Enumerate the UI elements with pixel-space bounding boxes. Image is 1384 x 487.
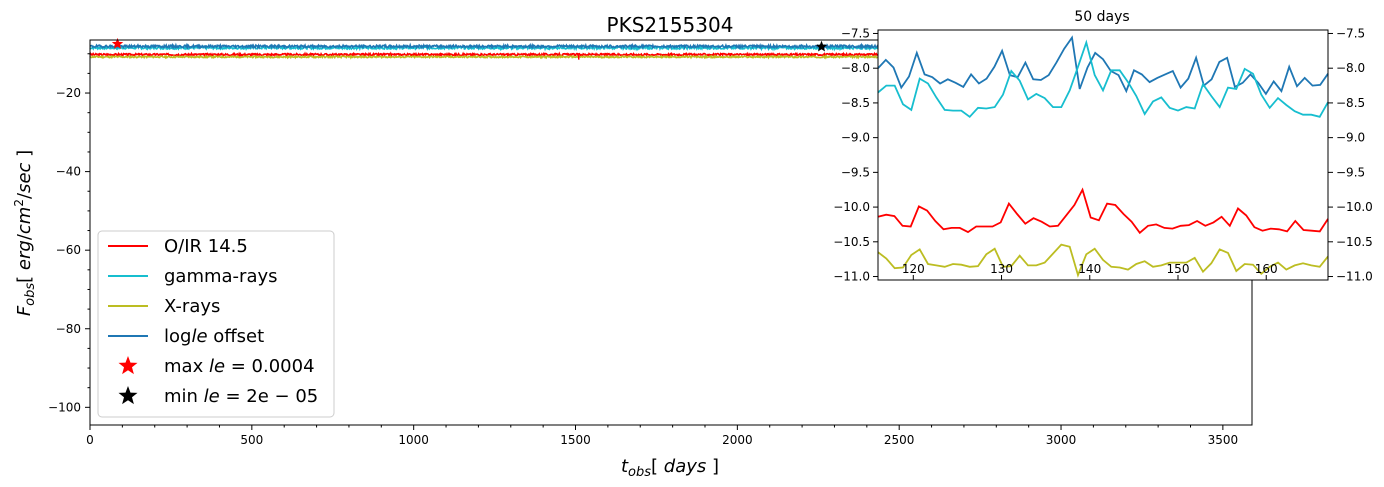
inset-y-tick-label-right: −10.5 [1336, 235, 1373, 249]
inset-y-tick-label-left: −8.0 [841, 61, 870, 75]
inset-x-tick-label: 160 [1255, 262, 1278, 276]
inset-y-tick-label-right: −7.5 [1336, 26, 1365, 40]
main-title: PKS2155304 [607, 13, 734, 37]
legend-label-tail: = 0.0004 [225, 356, 315, 377]
inset-y-tick-label-right: −11.0 [1336, 270, 1373, 284]
legend-label: logle offset [164, 326, 264, 347]
inset-y-tick-label-right: −8.0 [1336, 61, 1365, 75]
main-marker-star-1 [815, 40, 828, 52]
legend-label-text: max [164, 356, 209, 377]
main-x-ticks: 0 500 1000 1500 2000 2500 3000 3500 [86, 425, 1238, 447]
legend-label-text: gamma-rays [164, 266, 278, 287]
inset-series-line-2 [877, 187, 1329, 235]
main-x-axis-label: tobs[ days ] [621, 456, 719, 480]
main-x-tick-label: 3500 [1208, 433, 1239, 447]
inset-y-tick-label-left: −7.5 [841, 26, 870, 40]
inset-series-group [877, 35, 1329, 278]
inset-x-tick-label: 140 [1078, 262, 1101, 276]
inset-frame [877, 29, 1329, 281]
legend-label: O/IR 14.5 [164, 236, 248, 257]
legend-label-italic: le [191, 326, 207, 347]
inset-x-ticks: 120 130 140 150 160 [902, 262, 1278, 280]
legend-star-swatch [118, 386, 138, 405]
main-y-tick-label: −40 [56, 165, 81, 179]
inset-y-tick-label-left: −8.5 [841, 96, 870, 110]
inset-background [878, 30, 1328, 280]
inset-plot: 120 130 140 150 160 −11.0 −11.0 −10.5 −10.5 −10.… [833, 9, 1373, 284]
main-x-tick-label: 0 [86, 433, 94, 447]
inset-y-tick-label-left: −9.0 [841, 131, 870, 145]
main-y-tick-label: −20 [56, 86, 81, 100]
inset-y-tick-label-left: −9.5 [841, 165, 870, 179]
legend-label: gamma-rays [164, 266, 278, 287]
inset-series-line-3 [877, 243, 1329, 278]
inset-y-ticks: −11.0 −11.0 −10.5 −10.5 −10.0 −10.0 −9.5 −9.5 −9… [833, 26, 1373, 283]
legend-label-italic: le [209, 356, 225, 377]
main-plot: 0 500 1000 1500 2000 2500 3000 3500 −100−80−60−… [12, 13, 1253, 480]
legend-star-swatch [118, 356, 138, 375]
main-x-tick-label: 1000 [398, 433, 429, 447]
inset-x-tick-label: 130 [990, 262, 1013, 276]
inset-x-tick-label: 120 [902, 262, 925, 276]
inset-x-tick-label: 150 [1167, 262, 1190, 276]
main-marker-star-0 [111, 37, 124, 49]
main-y-tick-label: −100 [48, 400, 81, 414]
inset-series-line-0 [877, 35, 1329, 96]
inset-y-tick-label-left: −10.5 [833, 235, 870, 249]
main-x-tick-label: 2000 [722, 433, 753, 447]
main-x-tick-label: 1500 [560, 433, 591, 447]
main-x-tick-label: 3000 [1046, 433, 1077, 447]
main-y-tick-label: −80 [56, 322, 81, 336]
legend-label-text: O/IR 14.5 [164, 236, 248, 257]
inset-y-tick-label-right: −9.5 [1336, 165, 1365, 179]
legend-label-text: X-rays [164, 296, 220, 317]
inset-y-tick-label-right: −9.0 [1336, 131, 1365, 145]
legend-label-tail: offset [208, 326, 265, 347]
main-y-tick-label: −60 [56, 243, 81, 257]
main-y-ticks: −100 −80 −60 −40 −20 [48, 53, 90, 414]
inset-y-tick-label-right: −10.0 [1336, 200, 1373, 214]
legend-label: max le = 0.0004 [164, 356, 315, 377]
inset-y-tick-label-left: −10.0 [833, 200, 870, 214]
main-x-tick-label: 500 [240, 433, 263, 447]
main-x-tick-label: 2500 [884, 433, 915, 447]
inset-y-tick-label-right: −8.5 [1336, 96, 1365, 110]
legend-frame [97, 230, 335, 418]
legend-label-tail: = 2e − 05 [220, 386, 318, 407]
legend-label-text: log [164, 326, 191, 347]
legend-label: min le = 2e − 05 [164, 386, 318, 407]
inset-title: 50 days [1074, 9, 1129, 25]
main-y-axis-label: Fobs[ erg/cm2/sec ] [12, 150, 38, 316]
legend-label: X-rays [164, 296, 220, 317]
inset-y-tick-label-left: −11.0 [833, 270, 870, 284]
legend-label-text: min [164, 386, 204, 407]
inset-series-line-1 [877, 39, 1329, 119]
legend-label-italic: le [204, 386, 220, 407]
